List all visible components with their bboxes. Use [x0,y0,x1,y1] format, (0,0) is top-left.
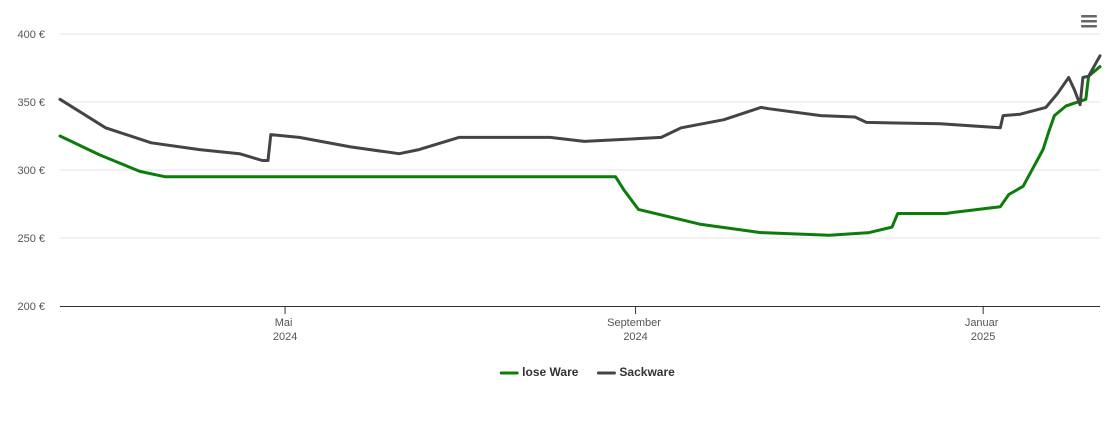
menu-bar [1081,25,1097,28]
menu-button[interactable] [1081,15,1097,28]
series-line [58,54,1102,162]
y-tick-label: 200 € [17,301,45,313]
legend-item[interactable]: lose Ware [499,365,579,379]
x-tick-label: Januar 2025 [965,317,1002,343]
y-tick-label: 400 € [17,29,45,41]
y-tick-label: 300 € [17,165,45,177]
legend-label: lose Ware [522,365,579,379]
x-tick-label: Mai 2024 [273,317,297,343]
legend-item[interactable]: Sackware [596,365,675,379]
y-tick-label: 350 € [17,97,45,109]
legend-label: Sackware [619,365,675,379]
menu-bar [1081,20,1097,23]
x-tick-label: September 2024 [607,317,664,343]
legend: lose Ware Sackware [499,365,675,379]
y-tick-label: 250 € [17,233,45,245]
series-line [58,65,1102,237]
menu-bar [1081,15,1097,18]
